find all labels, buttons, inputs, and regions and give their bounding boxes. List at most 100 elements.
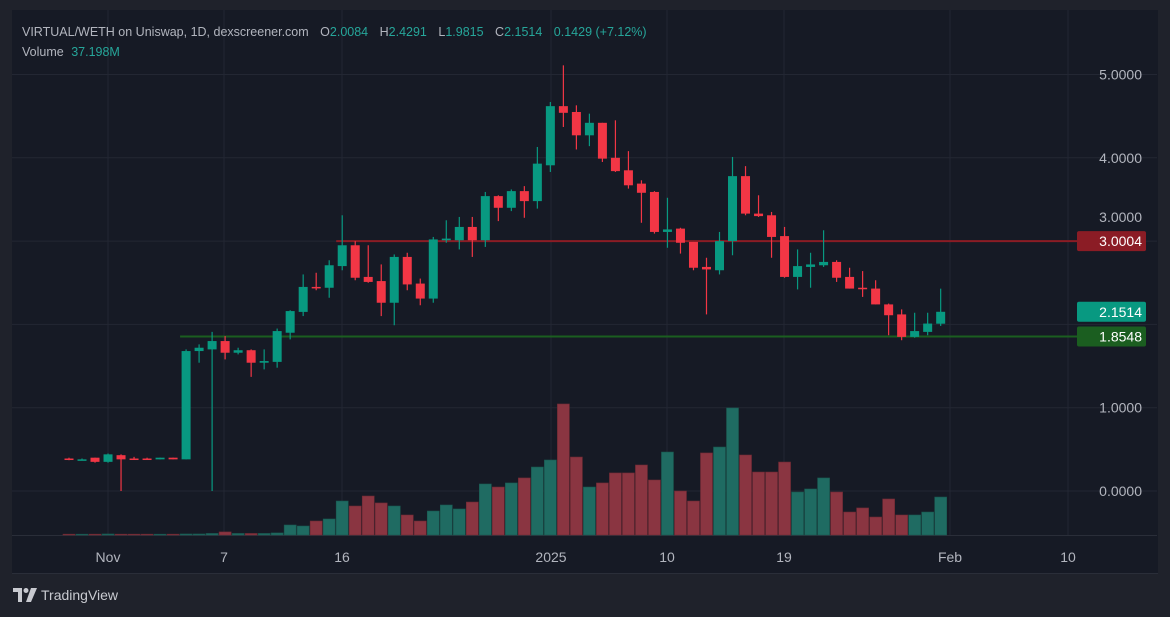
candle-body (220, 341, 230, 353)
volume-bar (205, 533, 219, 536)
volume-bar (270, 532, 284, 536)
candle (64, 457, 74, 461)
candle-body (389, 256, 399, 303)
candle-body (532, 163, 542, 202)
candle (337, 215, 347, 271)
time-axis-label: Nov (96, 549, 121, 565)
candle-body (506, 191, 516, 208)
volume-bar (387, 505, 401, 536)
candle-body (324, 265, 334, 288)
volume-bar (335, 500, 349, 536)
volume-bar (882, 498, 895, 536)
candle-body (715, 241, 724, 271)
volume-bar (726, 407, 739, 536)
candle (142, 457, 152, 461)
candle (415, 278, 425, 306)
support-price-badge-bg (1077, 326, 1146, 347)
volume-bar (361, 495, 375, 536)
volume-bar (492, 486, 505, 536)
support-price-badge-text: 1.8548 (1099, 328, 1142, 344)
candle (571, 105, 581, 150)
candle-body (415, 283, 425, 299)
candle-body (142, 458, 152, 461)
volume-bar (62, 533, 76, 536)
candle (610, 120, 620, 172)
candle-body (259, 361, 269, 363)
last-price-badge-bg (1077, 301, 1146, 322)
candle (741, 166, 751, 216)
candle (701, 257, 711, 315)
candle-body (754, 213, 764, 217)
candle (402, 252, 412, 291)
volume-bar (101, 533, 115, 536)
volume-bar (778, 461, 791, 536)
time-axis-label: Feb (938, 549, 962, 565)
candle-body (480, 196, 490, 241)
candle (389, 254, 399, 326)
volume-bar (88, 533, 102, 536)
candle-body (597, 122, 607, 159)
brand-name: TradingView (41, 587, 119, 603)
candle (688, 241, 698, 271)
volume-bar (934, 496, 947, 536)
candle (220, 336, 230, 360)
candle-body (623, 170, 633, 186)
price-axis-label: 5.0000 (1099, 67, 1142, 83)
candle (155, 457, 165, 460)
close-label: C (495, 25, 505, 39)
candle-body (897, 314, 907, 337)
candle-body (845, 276, 855, 289)
volume-label: Volume (22, 45, 64, 59)
volume-bar (400, 514, 414, 536)
chart-panel[interactable] (12, 10, 1158, 574)
volume-bar (179, 533, 193, 536)
volume-bar (765, 471, 778, 536)
candle-body (728, 176, 738, 242)
candle (181, 349, 191, 460)
candle (767, 211, 777, 258)
candle (324, 260, 334, 298)
last-price-badge-text: 2.1514 (1099, 304, 1142, 320)
volume-bar (739, 454, 752, 536)
candle-body (272, 331, 282, 362)
last-price-badge: 2.1514 (1077, 301, 1146, 322)
candle (623, 151, 633, 189)
candle (832, 260, 842, 282)
candle-body (545, 106, 555, 166)
candle (441, 220, 451, 243)
volume-bar (466, 501, 479, 536)
high-value: 2.4291 (388, 25, 427, 39)
candle (103, 453, 113, 463)
candle (806, 252, 816, 288)
candle (298, 274, 308, 317)
candle-body (90, 457, 100, 462)
candle (845, 267, 855, 289)
open-label: O (320, 25, 330, 39)
volume-bar (479, 483, 492, 536)
volume-bar (166, 533, 180, 536)
candle (90, 457, 100, 463)
volume-bar (518, 477, 531, 536)
candle (649, 191, 659, 234)
candle (545, 101, 555, 172)
candle (662, 197, 672, 248)
high-label: H (379, 25, 389, 39)
tradingview-logo[interactable]: TradingView (13, 587, 118, 603)
volume-bar (830, 491, 843, 536)
volume-bar (309, 520, 323, 536)
price-axis-label: 4.0000 (1099, 150, 1142, 166)
candle (194, 344, 204, 363)
candle-body (337, 245, 347, 267)
candle-body (571, 111, 581, 136)
candle-body (285, 311, 295, 333)
volume-bar (687, 500, 700, 536)
volume-bar (713, 446, 726, 536)
volume-bar (322, 518, 336, 536)
candle-body (701, 266, 711, 270)
volume-bar (127, 533, 141, 536)
volume-bar (921, 511, 934, 536)
candle (923, 312, 933, 336)
volume-bar (140, 533, 154, 536)
candle (558, 65, 568, 127)
